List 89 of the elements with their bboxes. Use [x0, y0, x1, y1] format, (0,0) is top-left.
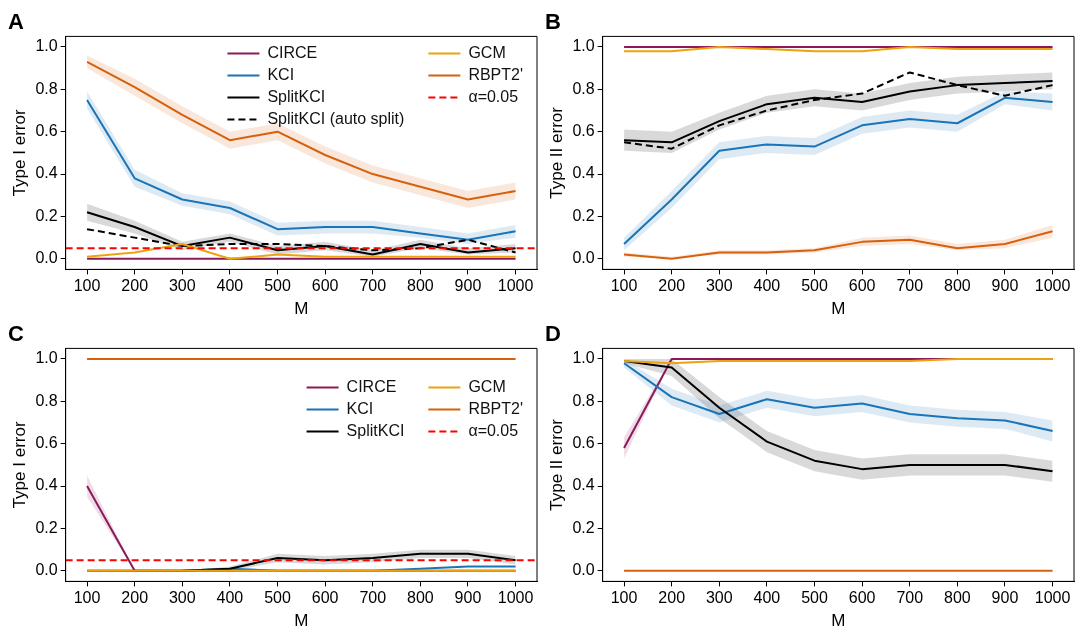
x-tick-label: 200	[121, 589, 149, 607]
legend-label: GCM	[468, 377, 506, 395]
y-tick-label: 0.8	[572, 391, 595, 409]
legend-label: KCI	[346, 399, 374, 417]
x-tick-label: 900	[454, 277, 482, 295]
x-tick-label: 1000	[1034, 589, 1071, 607]
chart-title: C	[8, 321, 24, 347]
x-tick-label: 900	[454, 589, 482, 607]
x-tick-label: 500	[801, 589, 828, 607]
x-tick-label: 200	[121, 277, 149, 295]
y-tick-label: 1.0	[35, 349, 58, 367]
legend-label: CIRCE	[267, 43, 318, 61]
x-tick-label: 100	[73, 277, 101, 295]
y-tick-label: 0.4	[572, 164, 595, 182]
x-tick-label: 400	[753, 589, 781, 607]
x-tick-label: 1000	[1034, 277, 1071, 295]
legend-label: α=0.05	[468, 87, 519, 105]
x-tick-label: 500	[801, 277, 828, 295]
x-tick-label: 1000	[497, 277, 534, 295]
legend-label: KCI	[267, 65, 295, 83]
x-tick-label: 100	[610, 277, 638, 295]
y-tick-label: 0.6	[35, 122, 58, 140]
x-tick-label: 400	[216, 589, 244, 607]
x-tick-label: 800	[407, 277, 434, 295]
x-tick-label: 700	[359, 589, 387, 607]
y-tick-label: 0.0	[572, 561, 595, 579]
x-axis-title: M	[294, 299, 309, 319]
x-tick-label: 300	[705, 589, 733, 607]
y-tick-label: 1.0	[572, 349, 595, 367]
x-tick-label: 600	[848, 589, 876, 607]
y-tick-label: 0.0	[35, 561, 58, 579]
y-tick-label: 1.0	[35, 37, 58, 55]
x-tick-label: 100	[73, 589, 101, 607]
y-tick-label: 0.8	[572, 79, 595, 97]
x-tick-label: 200	[658, 589, 686, 607]
y-tick-label: 1.0	[572, 37, 595, 55]
x-tick-label: 700	[359, 277, 387, 295]
legend-label: GCM	[468, 43, 506, 61]
x-tick-label: 1000	[497, 589, 534, 607]
legend-label: SplitKCI	[346, 421, 405, 439]
y-axis-title: Type I error	[9, 421, 29, 509]
x-tick-label: 700	[896, 589, 924, 607]
legend-label: CIRCE	[346, 377, 397, 395]
y-tick-label: 0.2	[35, 518, 58, 536]
y-tick-label: 0.0	[35, 249, 58, 267]
x-tick-label: 900	[991, 277, 1019, 295]
x-tick-label: 300	[168, 277, 196, 295]
chart-title: D	[545, 321, 561, 347]
chart-title: A	[8, 9, 24, 35]
y-tick-label: 0.8	[35, 79, 58, 97]
x-tick-label: 800	[944, 589, 971, 607]
x-tick-label: 800	[407, 589, 434, 607]
y-tick-label: 0.0	[572, 249, 595, 267]
y-tick-label: 0.6	[35, 434, 58, 452]
y-axis-title: Type II error	[546, 106, 566, 199]
x-tick-label: 600	[848, 277, 876, 295]
x-axis-title: M	[294, 611, 309, 631]
y-tick-label: 0.8	[35, 391, 58, 409]
legend-label: RBPT2'	[468, 399, 523, 417]
y-axis-title: Type I error	[9, 109, 29, 197]
y-tick-label: 0.4	[572, 476, 595, 494]
y-tick-label: 0.4	[35, 164, 58, 182]
x-axis-title: M	[831, 299, 846, 319]
chart-title: B	[545, 9, 561, 35]
x-tick-label: 400	[753, 277, 781, 295]
x-tick-label: 600	[311, 589, 339, 607]
x-tick-label: 900	[991, 589, 1019, 607]
y-tick-label: 0.6	[572, 434, 595, 452]
x-tick-label: 200	[658, 277, 686, 295]
x-axis-title: M	[831, 611, 846, 631]
legend-label: α=0.05	[468, 421, 519, 439]
y-tick-label: 0.6	[572, 122, 595, 140]
x-tick-label: 500	[264, 277, 291, 295]
y-tick-label: 0.2	[572, 518, 595, 536]
y-tick-label: 0.2	[572, 206, 595, 224]
y-axis-title: Type II error	[546, 418, 566, 511]
legend-label: RBPT2'	[468, 65, 523, 83]
y-tick-label: 0.2	[35, 206, 58, 224]
x-tick-label: 300	[168, 589, 196, 607]
x-tick-label: 500	[264, 589, 291, 607]
x-tick-label: 700	[896, 277, 924, 295]
legend-label: SplitKCI (auto split)	[267, 109, 405, 127]
x-tick-label: 100	[610, 589, 638, 607]
legend-label: SplitKCI	[267, 87, 326, 105]
x-tick-label: 400	[216, 277, 244, 295]
x-tick-label: 800	[944, 277, 971, 295]
y-tick-label: 0.4	[35, 476, 58, 494]
x-tick-label: 600	[311, 277, 339, 295]
x-tick-label: 300	[705, 277, 733, 295]
